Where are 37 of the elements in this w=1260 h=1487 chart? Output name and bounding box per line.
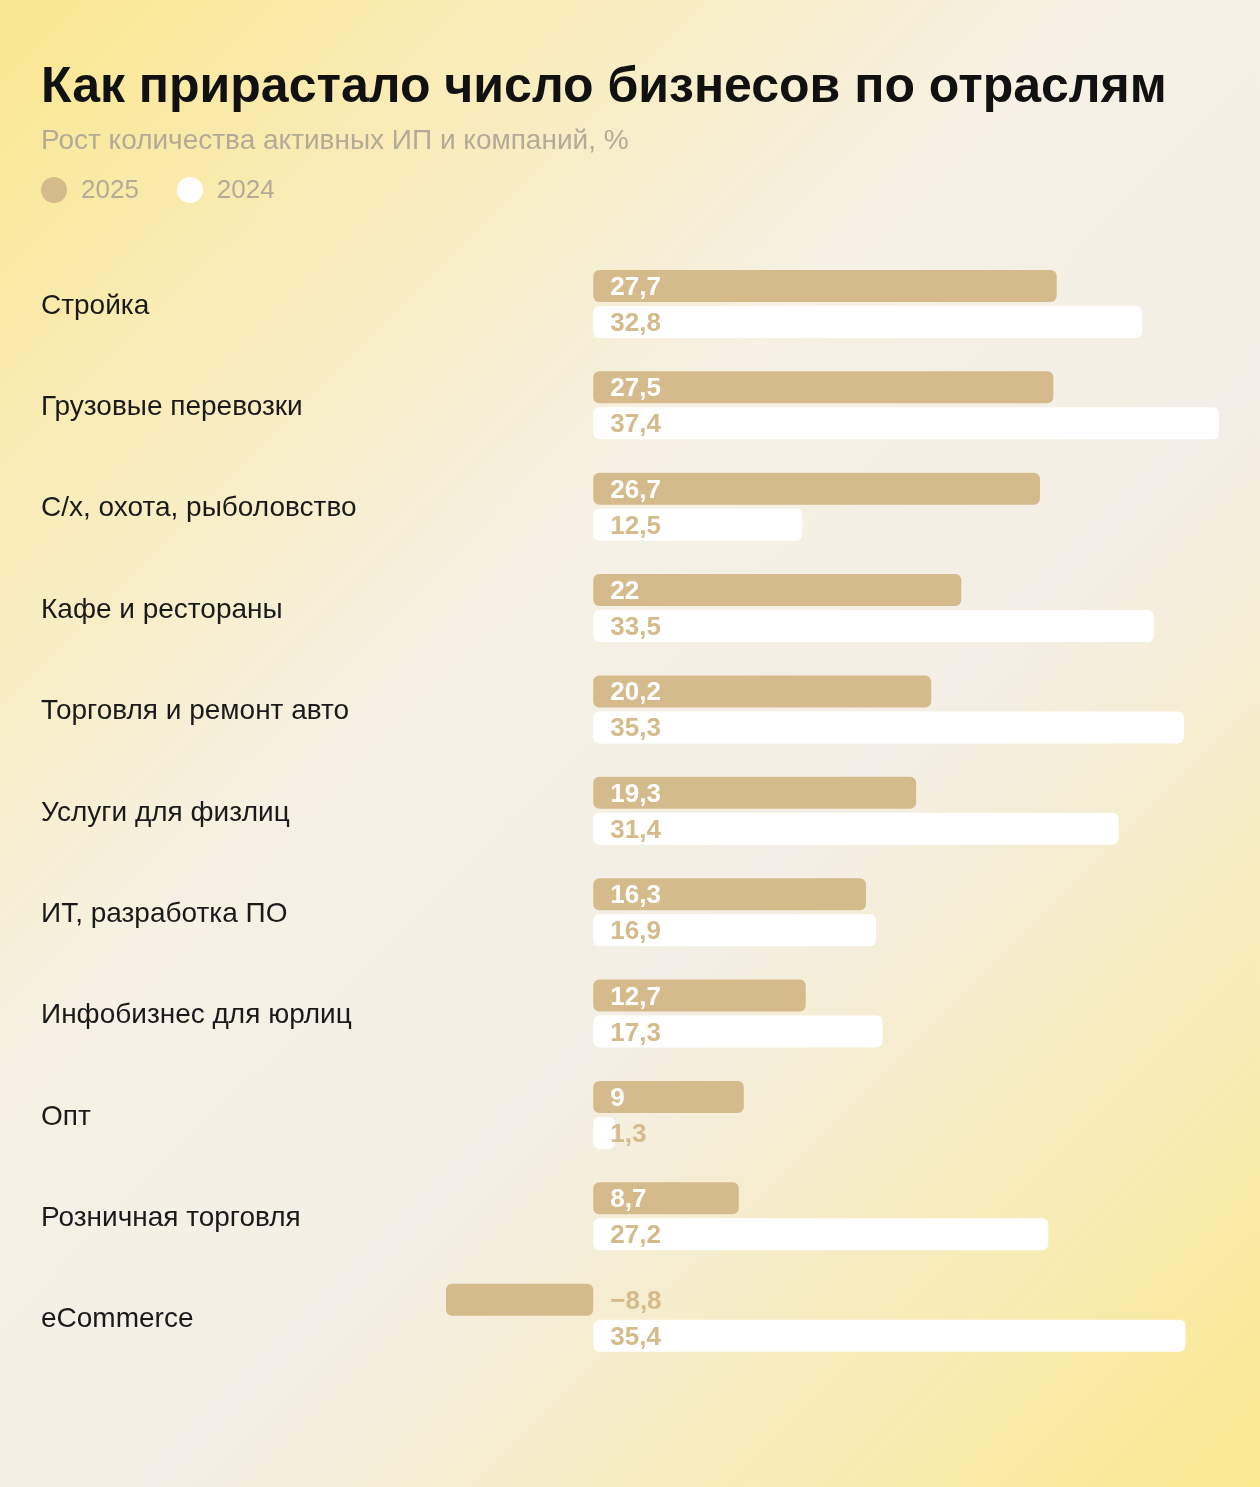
chart-title: Как прирастало число бизнесов по отраслям bbox=[41, 56, 1167, 114]
data-label: 32,8 bbox=[610, 307, 661, 337]
data-label: 12,7 bbox=[610, 980, 661, 1011]
chart-subtitle: Рост количества активных ИП и компаний, % bbox=[41, 124, 630, 156]
y-tick-label: Розничная торговля bbox=[41, 1200, 301, 1232]
y-tick-label: ИТ, разработка ПО bbox=[41, 896, 288, 928]
y-tick-label: Инфобизнес для юрлиц bbox=[41, 998, 352, 1030]
data-label: 16,3 bbox=[610, 879, 661, 910]
data-label: 8,7 bbox=[610, 1183, 647, 1214]
data-label: 17,3 bbox=[610, 1016, 661, 1047]
data-label: 22 bbox=[610, 575, 640, 606]
y-tick-label: Торговля и ремонт авто bbox=[41, 694, 350, 726]
data-label: 35,3 bbox=[610, 712, 661, 743]
y-tick-label: Стройка bbox=[41, 288, 150, 320]
y-tick-label: Грузовые перевозки bbox=[41, 390, 303, 422]
data-label: 31,4 bbox=[610, 813, 662, 844]
legend-label: 2024 bbox=[216, 174, 275, 205]
y-tick-label: Услуги для физлиц bbox=[41, 795, 290, 827]
data-label: 20,2 bbox=[610, 676, 661, 707]
data-label: 33,5 bbox=[610, 611, 661, 642]
y-tick-label: Кафе и рестораны bbox=[41, 592, 283, 624]
data-label: 37,4 bbox=[610, 408, 662, 439]
legend-label: 2025 bbox=[81, 174, 139, 205]
data-label: 27,5 bbox=[610, 372, 661, 403]
data-label: 12,5 bbox=[610, 509, 661, 540]
data-label: 27,2 bbox=[610, 1219, 661, 1250]
data-label: 16,9 bbox=[610, 915, 661, 946]
data-label: 1,3 bbox=[610, 1117, 647, 1148]
data-label: 9 bbox=[610, 1081, 625, 1112]
y-tick-label: Опт bbox=[41, 1099, 91, 1131]
data-label: 27,7 bbox=[610, 271, 661, 301]
data-label: 26,7 bbox=[610, 473, 661, 504]
data-label: −8,8 bbox=[610, 1284, 662, 1315]
y-tick-label: С/х, охота, рыболовство bbox=[41, 491, 357, 523]
y-tick-label: eCommerce bbox=[41, 1302, 194, 1334]
data-label: 35,4 bbox=[610, 1320, 662, 1351]
data-label: 19,3 bbox=[610, 777, 661, 808]
